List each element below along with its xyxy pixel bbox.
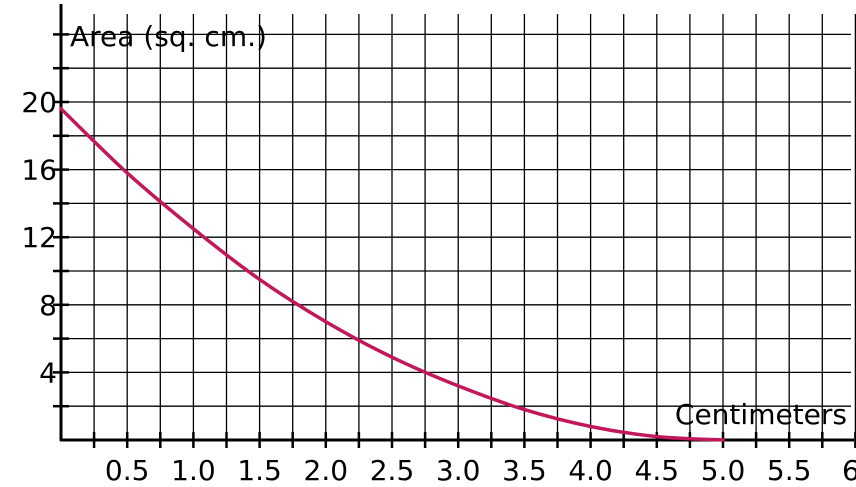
x-tick-label: 6. [842,454,856,487]
y-tick-label: 4 [39,356,57,389]
x-tick-label: 5.0 [701,454,746,487]
series-line [59,107,725,442]
x-tick-label: 0.5 [105,454,150,487]
y-tick-label: 16 [21,154,57,187]
x-tick-label: 3.5 [502,454,547,487]
axes [59,4,854,442]
x-tick-label: 2.0 [304,454,349,487]
y-axis-title: Area (sq. cm.) [70,20,267,53]
x-tick-label: 4.0 [568,454,613,487]
x-tick-label: 1.5 [237,454,282,487]
grid [61,14,856,440]
x-tick-label: 1.0 [171,454,216,487]
series-layer [59,107,725,442]
x-tick-label: 4.5 [635,454,680,487]
y-tick-label: 8 [39,289,57,322]
x-tick-label: 5.5 [767,454,812,487]
y-tick-label: 12 [21,221,57,254]
ticks [53,33,856,448]
y-tick-label: 20 [21,86,57,119]
x-tick-label: 2.5 [370,454,415,487]
x-tick-label: 3.0 [436,454,481,487]
x-axis-title: Centimeters [675,398,847,431]
tick-labels: 4 8 12 16 20 0.5 1.0 1.5 2.0 2.5 3.0 3.5 4.0 4.5 5.0 5.… [21,86,856,487]
